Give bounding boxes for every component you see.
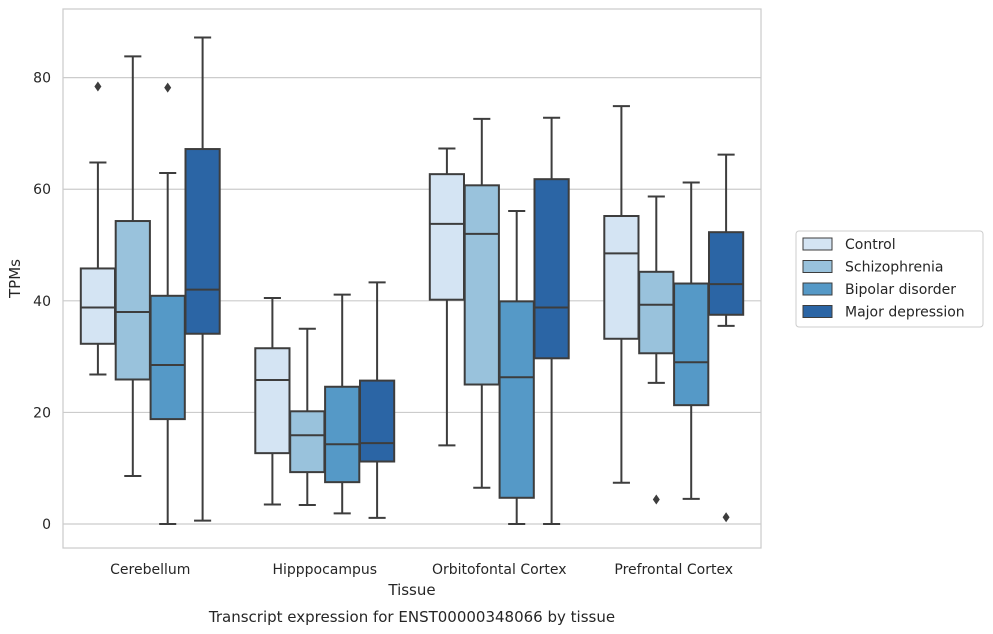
legend-label: Schizophrenia — [845, 260, 943, 276]
box-iqr — [79, 267, 117, 345]
box-iqr — [533, 178, 570, 360]
axes-frame — [62, 8, 762, 549]
outlier-point — [722, 512, 730, 523]
box-iqr — [428, 173, 466, 301]
box-1-3 — [358, 281, 396, 519]
box-iqr — [498, 300, 535, 499]
y-tick-label: 80 — [33, 71, 51, 87]
legend-frame — [795, 230, 984, 328]
chart-caption: Transcript expression for ENST0000034806… — [208, 608, 615, 626]
box-2-3 — [533, 116, 570, 526]
y-tick-label: 0 — [42, 517, 51, 533]
box-0-1 — [114, 55, 151, 478]
x-tick-label: Hipppocampus — [272, 562, 377, 578]
legend-label: Bipolar disorder — [845, 282, 956, 298]
y-axis-title: TPMs — [6, 259, 24, 299]
box-0-3 — [184, 36, 221, 522]
box-1-2 — [324, 293, 361, 515]
box-1-0 — [254, 297, 291, 506]
box-iqr — [463, 184, 500, 386]
box-3-1 — [638, 195, 675, 505]
box-0-2 — [149, 82, 186, 526]
box-2-1 — [463, 117, 500, 489]
legend-items: Control Schizophrenia Bipolar disorder Majo… — [802, 237, 965, 321]
y-tick-label: 40 — [33, 294, 51, 310]
box-iqr — [358, 379, 396, 463]
box-iqr — [638, 270, 675, 355]
box-2-2 — [498, 209, 535, 526]
box-iqr — [289, 410, 326, 474]
legend-swatch — [802, 237, 833, 251]
x-tick-label: Cerebellum — [110, 562, 190, 578]
y-tick-label: 60 — [33, 182, 51, 198]
legend: Control Schizophrenia Bipolar disorder Majo… — [795, 230, 984, 328]
legend-label: Major depression — [845, 305, 965, 321]
x-tick-label: Prefrontal Cortex — [614, 562, 733, 578]
outlier-point — [652, 494, 660, 505]
outlier-point — [164, 82, 172, 93]
box-iqr — [254, 347, 291, 455]
x-tick-label: Orbitofontal Cortex — [432, 562, 567, 578]
plot-area — [79, 36, 745, 526]
y-tick-label: 20 — [33, 405, 51, 421]
box-iqr — [114, 220, 151, 381]
box-iqr — [603, 215, 640, 340]
legend-swatch — [802, 260, 833, 273]
y-axis-ticks: 0 20 40 60 80 — [33, 71, 51, 533]
box-0-0 — [79, 81, 117, 376]
box-iqr — [184, 148, 221, 335]
box-3-0 — [603, 105, 640, 484]
box-iqr — [149, 294, 186, 421]
box-iqr — [324, 385, 361, 484]
legend-swatch — [802, 305, 833, 318]
box-3-2 — [673, 181, 710, 500]
box-3-3 — [707, 153, 745, 523]
outlier-point — [94, 81, 102, 92]
box-2-0 — [428, 147, 466, 447]
x-axis-ticks: Cerebellum Hipppocampus Orbitofontal Corte… — [110, 562, 733, 578]
legend-swatch — [802, 282, 833, 296]
legend-label: Control — [845, 237, 896, 253]
x-axis-title: Tissue — [387, 581, 435, 599]
box-iqr — [673, 282, 710, 407]
box-iqr — [707, 231, 745, 316]
box-1-1 — [289, 327, 326, 507]
